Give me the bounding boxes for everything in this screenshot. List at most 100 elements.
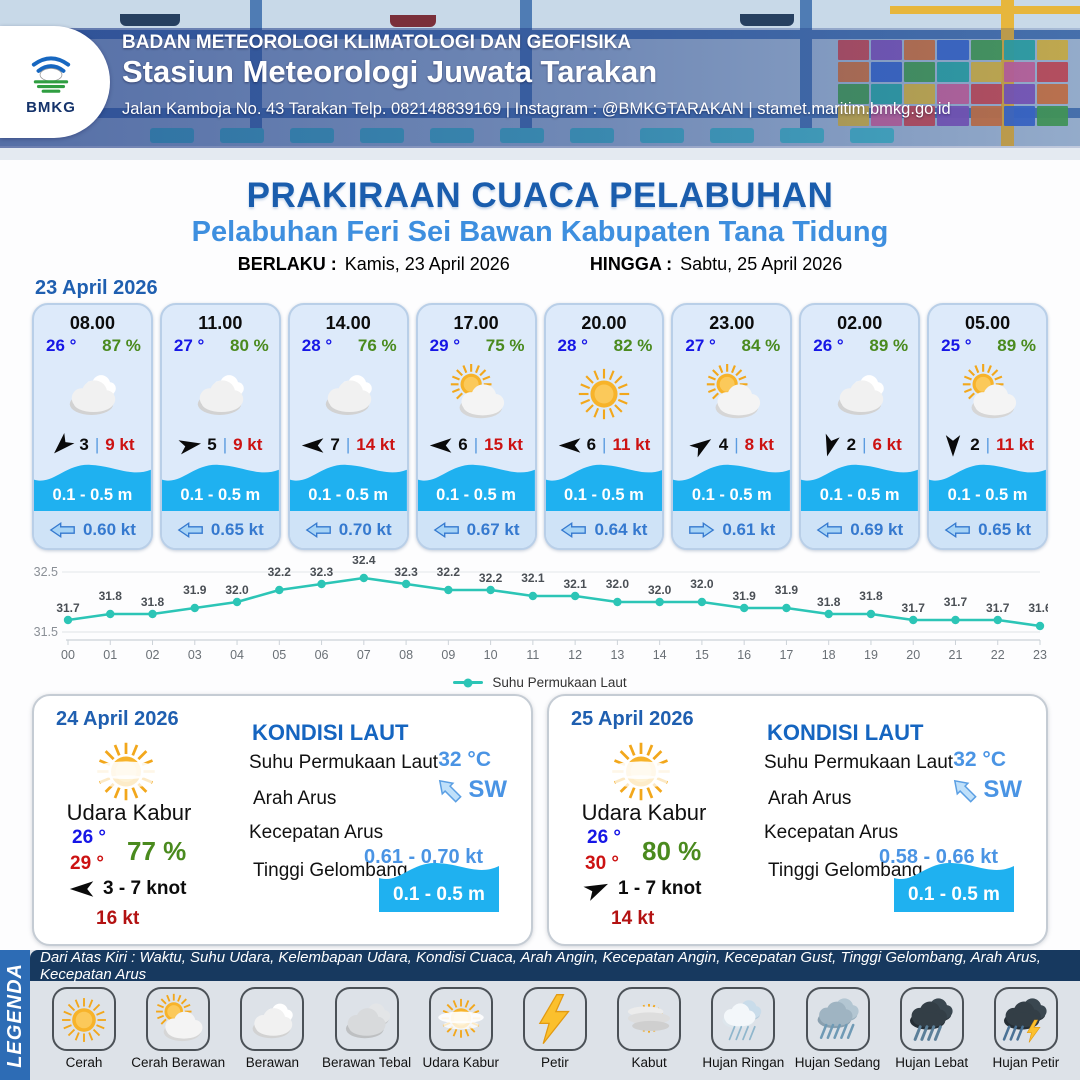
current-direction-label: Arah Arus	[768, 788, 852, 809]
card-temp-humidity-row: 28 ° 76 %	[302, 336, 397, 356]
page-subtitle: Pelabuhan Feri Sei Bawan Kabupaten Tana …	[191, 216, 889, 248]
hourly-cards-row: 08.00 26 ° 87 % 3 | 9 kt 0.1 - 0.5 m 0.60 kt 11.…	[32, 303, 1048, 550]
card-humidity: 87 %	[102, 336, 141, 355]
wave-height-band: 0.1 - 0.5 m	[34, 456, 151, 511]
legend-band-label: LEGENDA	[3, 962, 26, 1068]
legend-caption: Dari Atas Kiri : Waktu, Suhu Udara, Kele…	[30, 949, 1080, 983]
crane-illustration	[890, 6, 1080, 14]
card-wind-row: 6 | 11 kt	[546, 435, 663, 455]
weather-icon-berawan	[290, 363, 407, 425]
svg-text:00: 00	[61, 648, 75, 662]
weather-icon-cerah-berawan	[673, 363, 790, 425]
forecast-card-17.00: 17.00 29 ° 75 % 6 | 15 kt 0.1 - 0.5 m 0.67 kt	[415, 303, 537, 550]
wind-direction-icon	[48, 431, 77, 460]
wave-height-value: 0.1 - 0.5 m	[819, 486, 900, 504]
hingga-label: HINGGA :	[589, 254, 673, 274]
current-speed: 0.65 kt	[978, 519, 1032, 539]
sst-label: Suhu Permukaan Laut	[249, 752, 439, 773]
wave-height-band: 0.1 - 0.5 m	[545, 456, 663, 511]
legend-tile	[334, 987, 399, 1051]
day-humidity: 80 %	[642, 836, 702, 866]
svg-text:07: 07	[357, 648, 371, 662]
weather-icon-berawan	[801, 363, 918, 425]
legend-section: Dari Atas Kiri : Waktu, Suhu Udara, Kele…	[0, 949, 1080, 1080]
wind-speed: 6	[586, 435, 597, 454]
svg-text:32.2: 32.2	[437, 565, 461, 579]
legend-item-label: Hujan Sedang	[794, 1055, 881, 1070]
wind-gust: 9 kt	[105, 435, 135, 454]
card-humidity: 89 %	[997, 336, 1036, 355]
card-time: 11.00	[198, 313, 243, 333]
forecast-card-20.00: 20.00 28 ° 82 % 6 | 11 kt 0.1 - 0.5 m 0.64 kt	[543, 303, 665, 550]
card-time: 17.00	[453, 313, 499, 333]
current-speed: 0.70 kt	[338, 519, 392, 539]
card-current-row: 0.65 kt	[929, 511, 1046, 548]
wave-height-value: 0.1 - 0.5 m	[947, 486, 1028, 504]
current-speed: 0.61 kt	[722, 519, 776, 539]
current-direction-icon-left	[49, 521, 76, 539]
sea-conditions-heading: KONDISI LAUT	[252, 720, 409, 745]
sst-line-chart: 32.5 31.5 31.7 00 31.8 01 31.8 02 31.9 03 32.0 04 32…	[34, 553, 1052, 662]
day-card-25-april: 25 April 2026 Udara Kabur 26 ° 30 ° 80 %…	[547, 694, 1048, 946]
card-current-row: 0.70 kt	[289, 511, 407, 548]
card-humidity: 76 %	[357, 336, 397, 355]
sst-chart-legend: Suhu Permukaan Laut	[32, 675, 1048, 690]
cerah-berawan-icon	[151, 993, 205, 1050]
legend-item-hujan-sedang: Hujan Sedang	[794, 987, 881, 1076]
svg-text:31.9: 31.9	[183, 583, 207, 597]
card-time: 23.00	[709, 313, 755, 333]
day-wind-row: 3 - 7 knot	[69, 878, 186, 900]
current-speed-label: Kecepatan Arus	[249, 822, 384, 843]
hingga-group: HINGGA : Sabtu, 25 April 2026	[590, 254, 842, 275]
card-humidity: 80 %	[230, 336, 269, 355]
wave-height-band: 0.1 - 0.5 m	[417, 456, 535, 511]
wind-direction-icon	[301, 437, 325, 454]
weather-icon-berawan	[34, 363, 151, 425]
sst-value: 32 °C	[438, 748, 491, 771]
card-time: 02.00	[837, 313, 883, 333]
wind-direction-icon	[69, 880, 95, 898]
svg-text:12: 12	[568, 648, 582, 662]
wind-gust: 8 kt	[744, 435, 774, 454]
svg-text:32.0: 32.0	[648, 583, 672, 597]
forecast-card-08.00: 08.00 26 ° 87 % 3 | 9 kt 0.1 - 0.5 m 0.60 kt	[32, 303, 153, 550]
card-temp-humidity-row: 29 ° 75 %	[430, 336, 525, 356]
svg-text:11: 11	[526, 648, 539, 662]
port-sky-illustration	[0, 0, 1080, 32]
card-time: 08.00	[69, 313, 115, 333]
svg-text:32.0: 32.0	[225, 583, 249, 597]
card-temperature: 26 °	[813, 336, 844, 355]
legend-item-label: Berawan	[245, 1055, 300, 1070]
legend-tile	[617, 987, 682, 1051]
legend-item-cerah: Cerah	[44, 987, 124, 1076]
legend-tile	[805, 987, 870, 1051]
legend-item-kabut: Kabut	[609, 987, 689, 1076]
svg-text:06: 06	[315, 648, 329, 662]
validity-row: BERLAKU : Kamis, 23 April 2026 HINGGA : …	[0, 254, 1080, 275]
current-direction-icon-left	[177, 521, 204, 539]
svg-text:31.7: 31.7	[944, 595, 968, 609]
wave-height-value: 0.1 - 0.5 m	[52, 486, 133, 504]
svg-text:32.3: 32.3	[394, 565, 418, 579]
wave-height-band: 0.1 - 0.5 m	[289, 456, 407, 511]
ship-illustration	[740, 14, 794, 26]
current-speed-label: Kecepatan Arus	[764, 822, 899, 843]
weather-icon-cerah-berawan	[418, 363, 535, 425]
legend-item-hujan-ringan: Hujan Ringan	[702, 987, 784, 1076]
legend-tile	[240, 987, 305, 1051]
wind-speed: 6	[458, 435, 468, 454]
wave-height-graphic: 0.1 - 0.5 m	[379, 854, 499, 912]
card-temperature: 26 °	[46, 336, 77, 355]
current-direction-icon-left	[305, 521, 332, 539]
hujan-petir-icon	[999, 993, 1053, 1050]
chart-legend-marker-icon	[453, 681, 484, 684]
day-condition: Udara Kabur	[581, 800, 707, 825]
legend-tile	[522, 987, 587, 1051]
svg-text:09: 09	[441, 648, 455, 662]
svg-text:18: 18	[822, 648, 836, 662]
day-temp-min: 26 °	[72, 827, 107, 848]
legend-tile	[899, 987, 964, 1051]
page-title: PRAKIRAAN CUACA PELABUHAN	[246, 176, 834, 215]
svg-text:17: 17	[779, 648, 793, 662]
